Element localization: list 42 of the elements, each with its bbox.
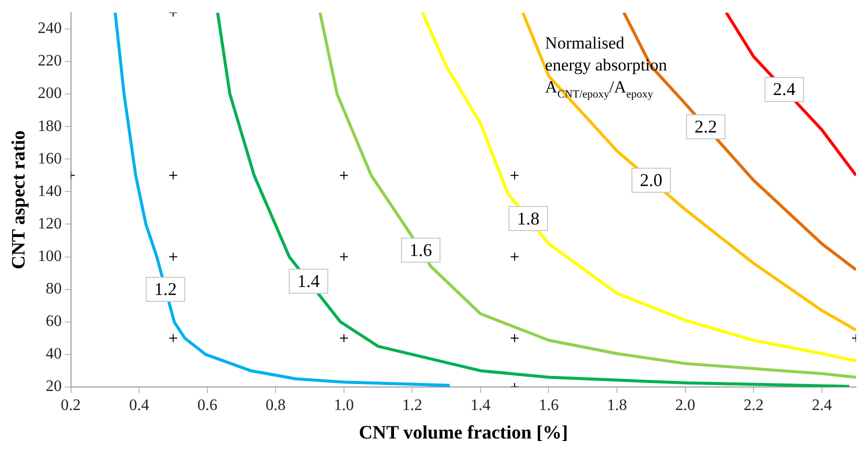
x-tick-label: 0.8: [266, 396, 286, 414]
x-tick-label: 0.6: [197, 396, 218, 414]
annotation: 1.2: [154, 279, 177, 300]
point: [168, 252, 178, 262]
x-tick-label: 1.4: [470, 396, 490, 414]
y-tick-label: 120: [38, 215, 62, 232]
annotation: 2.4: [773, 79, 796, 100]
point: [339, 334, 348, 343]
point: [339, 170, 348, 180]
x-tick-label: 2.2: [744, 396, 764, 414]
annotation: 1.8: [517, 208, 540, 228]
x-tick-label: 1.0: [334, 396, 354, 414]
x-tick-label: 0.4: [129, 396, 150, 414]
point: [510, 170, 520, 180]
annotation: 2.2: [694, 116, 718, 136]
y-tick-label: 60: [46, 313, 62, 330]
x-tick-label: 1.6: [538, 396, 559, 414]
y-axis-title: CNT aspect ratio: [8, 130, 30, 270]
y-tick-label: 180: [38, 118, 62, 135]
annotation: 2.0: [640, 170, 662, 190]
y-tick-label: 200: [38, 85, 62, 102]
point: [510, 334, 520, 343]
x-tick-label: 0.2: [60, 396, 81, 414]
x-tick-label: 2.4: [812, 396, 832, 414]
x-axis-title: CNT volume fraction [%]: [358, 422, 568, 444]
point: [510, 252, 520, 262]
y-tick-label: 100: [38, 248, 62, 265]
point: [168, 334, 178, 343]
y-tick-label: 20: [46, 378, 62, 396]
y-tick-label: 160: [38, 150, 62, 168]
y-tick-label: 80: [46, 280, 62, 298]
x-tick-label: 1.2: [402, 396, 422, 414]
y-tick-label: 40: [46, 346, 62, 363]
point: [168, 170, 178, 180]
x-tick-label: 2.0: [675, 396, 696, 414]
y-tick-label: 240: [38, 20, 62, 38]
y-tick-label: 220: [38, 52, 62, 70]
y-tick-label: 140: [38, 182, 62, 200]
x-tick-label: 1.8: [607, 396, 628, 414]
point: [339, 252, 348, 262]
annotation: 1.4: [297, 270, 320, 291]
annotation: 1.6: [409, 240, 432, 260]
